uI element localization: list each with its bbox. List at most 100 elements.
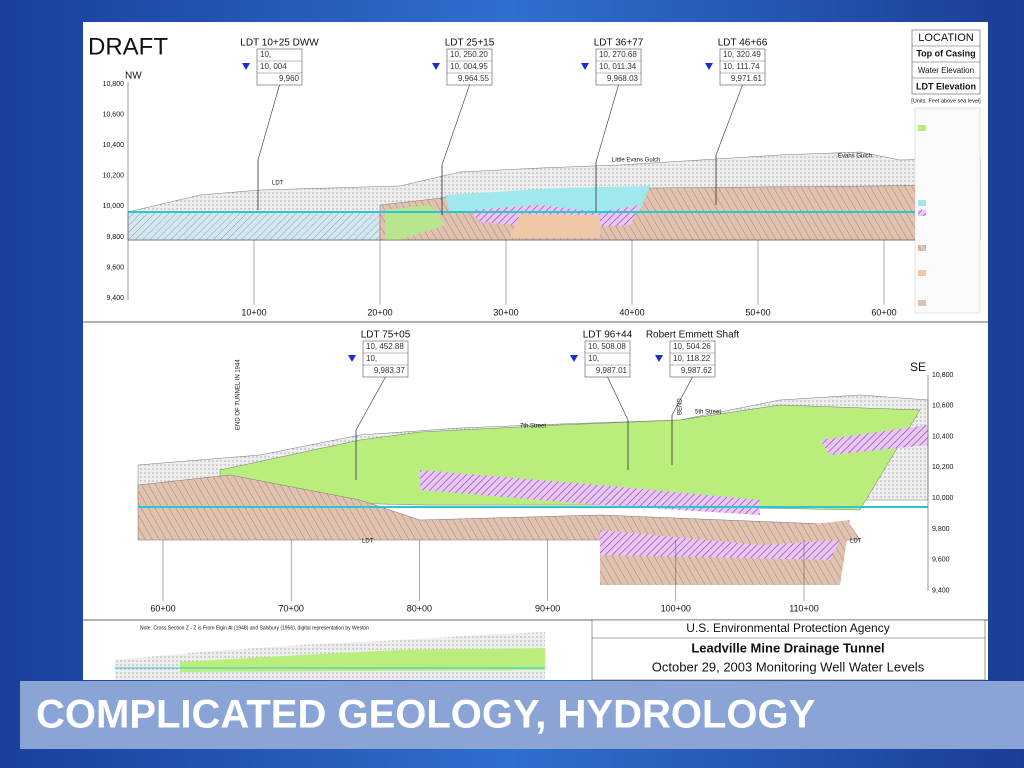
well-value: 10, 504.26	[673, 342, 711, 351]
direction-label: SE	[910, 360, 926, 374]
annotation: LDT	[272, 181, 284, 187]
station-label: 100+00	[661, 603, 691, 613]
well-name: LDT 25+15	[445, 38, 495, 49]
well-value: 10, 011.34	[599, 62, 637, 71]
well-name: LDT 96+44	[583, 330, 633, 341]
elevation-label: 9,400	[932, 587, 950, 594]
well-value: 10, 004	[260, 62, 287, 71]
legend-item: Water Elevation	[918, 66, 974, 75]
well-box	[719, 48, 766, 86]
well-value: 9,987.01	[596, 366, 628, 375]
legend-item: LDT Elevation	[916, 81, 976, 91]
well-value: 9,968.03	[607, 74, 639, 83]
elevation-label: 10,600	[932, 403, 954, 410]
well-box	[446, 48, 493, 86]
water-marker	[348, 355, 356, 362]
well-value: 9,983.37	[374, 366, 406, 375]
well-value: 9,987.62	[681, 366, 713, 375]
elevation-label: 10,200	[932, 464, 954, 471]
water-marker	[581, 63, 589, 70]
draft-label: DRAFT	[88, 33, 168, 60]
well-box	[256, 48, 303, 86]
elevation-label: 10,200	[103, 173, 125, 180]
well-leader	[257, 84, 280, 161]
well-name: LDT 46+66	[718, 38, 768, 49]
well-leader	[607, 376, 629, 421]
water-marker	[570, 355, 578, 362]
well-name: LDT 75+05	[361, 330, 411, 341]
station-label: 80+00	[407, 603, 432, 613]
well-value: 10,	[260, 50, 271, 59]
annotation: BEND	[678, 398, 684, 415]
water-marker	[705, 63, 713, 70]
station-label: 110+00	[789, 603, 819, 613]
station-label: 10+00	[241, 307, 266, 317]
elevation-label: 10,000	[932, 495, 954, 502]
well-value: 9,964.55	[458, 74, 490, 83]
well-leader	[671, 376, 693, 416]
well-value: 10, 250.20	[450, 50, 488, 59]
project: Leadville Mine Drainage Tunnel	[691, 640, 884, 655]
well-leader	[441, 84, 470, 166]
subtitle: October 29, 2003 Monitoring Well Water L…	[652, 659, 925, 674]
station-label: 20+00	[367, 307, 392, 317]
well-value: 10, 320.49	[723, 50, 761, 59]
station-label: 30+00	[493, 307, 518, 317]
well-box	[362, 340, 409, 378]
well-value: 10,	[588, 354, 599, 363]
elevation-label: 9,800	[932, 526, 950, 533]
station-label: 60+00	[150, 603, 175, 613]
annotation: 7th Street	[520, 424, 546, 430]
well-value: 10, 118.22	[673, 354, 711, 363]
well-name: Robert Emmett Shaft	[646, 330, 740, 341]
water-marker	[242, 63, 250, 70]
well-leader	[355, 376, 386, 431]
water-marker	[432, 63, 440, 70]
location-legend: LOCATION Top of Casing Water Elevation L…	[911, 29, 981, 314]
slide-title: COMPLICATED GEOLOGY, HYDROLOGY	[36, 693, 816, 737]
agency: U.S. Environmental Protection Agency	[686, 621, 889, 635]
annotation: Evans Gulch	[838, 154, 872, 160]
annotation: LDT	[362, 539, 374, 545]
figure-sheet	[83, 22, 988, 680]
elevation-label: 9,600	[106, 264, 124, 271]
station-label: 50+00	[745, 307, 770, 317]
note: Note: Cross Section Z - Z is From Elgin …	[140, 625, 369, 631]
well-value: 9,971.61	[731, 74, 763, 83]
elevation-label: 10,400	[932, 433, 954, 440]
station-label: 70+00	[279, 603, 304, 613]
well-name: LDT 10+25 DWW	[240, 38, 319, 49]
elevation-label: 10,800	[103, 81, 125, 88]
well-box	[595, 48, 642, 86]
title-block: U.S. Environmental Protection Agency Lea…	[115, 619, 986, 681]
elevation-label: 10,400	[103, 142, 125, 149]
well-value: 10, 270.68	[599, 50, 637, 59]
annotation: 5th Street	[695, 410, 721, 416]
station-label: 40+00	[619, 307, 644, 317]
direction-label: NW	[125, 71, 142, 82]
elevation-label: 10,000	[103, 203, 125, 210]
water-marker	[655, 355, 663, 362]
annotation: LDT	[850, 539, 862, 545]
elevation-label: 10,600	[103, 111, 125, 118]
well-name: LDT 36+77	[594, 38, 644, 49]
elevation-label: 9,400	[106, 295, 124, 302]
lower-geology	[137, 375, 929, 591]
station-label: 90+00	[535, 603, 560, 613]
well-value: 10, 452.88	[366, 342, 404, 351]
legend-units: [Units: Feet above sea level]	[911, 98, 981, 104]
annotation: END OF TUNNEL IN 1944	[236, 359, 242, 430]
elevation-label: 9,800	[106, 234, 124, 241]
legend-title: LOCATION	[918, 32, 973, 44]
legend-item: Top of Casing	[916, 48, 975, 58]
well-value: 10, 508.08	[588, 342, 626, 351]
station-label: 60+00	[871, 307, 896, 317]
well-box	[584, 340, 631, 378]
well-value: 10,	[366, 354, 377, 363]
well-value: 10, 004.95	[450, 62, 488, 71]
elevation-label: 10,800	[932, 372, 954, 379]
well-box	[669, 340, 716, 378]
title-banner	[20, 681, 1024, 749]
well-value: 10, 111.74	[723, 62, 760, 71]
